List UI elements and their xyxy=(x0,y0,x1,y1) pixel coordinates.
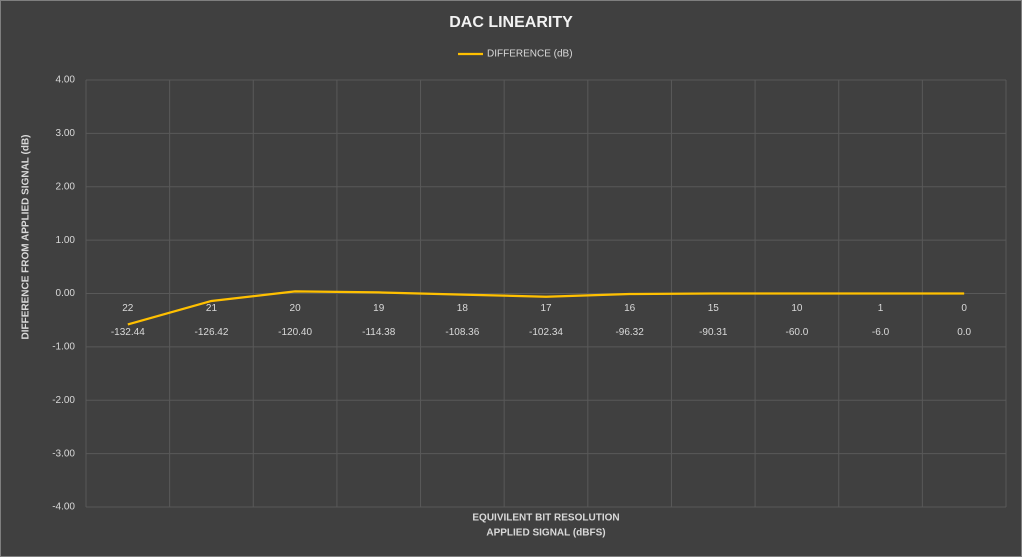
x-axis-title: EQUIVILENT BIT RESOLUTION xyxy=(472,513,619,524)
x-tick-label: 10 xyxy=(791,303,803,314)
x-sub-tick-label: -102.34 xyxy=(529,327,563,338)
x-tick-label: 21 xyxy=(206,303,218,314)
x-sub-tick-label: -120.40 xyxy=(278,327,312,338)
x-sub-tick-label: -108.36 xyxy=(445,327,479,338)
y-tick-label: -4.00 xyxy=(52,502,75,513)
x-sub-tick-label: -96.32 xyxy=(615,327,644,338)
x-axis-title: APPLIED SIGNAL (dBFS) xyxy=(486,528,605,539)
data-line xyxy=(127,290,965,326)
x-tick-label: 18 xyxy=(457,303,469,314)
x-tick-label: 22 xyxy=(122,303,134,314)
x-tick-label: 17 xyxy=(540,303,552,314)
x-sub-tick-label: -90.31 xyxy=(699,327,728,338)
x-tick-label: 1 xyxy=(878,303,884,314)
legend-label: DIFFERENCE (dB) xyxy=(487,49,573,60)
y-tick-label: -3.00 xyxy=(52,448,75,459)
y-tick-label: -1.00 xyxy=(52,342,75,353)
x-sub-tick-label: -132.44 xyxy=(111,327,145,338)
x-sub-tick-label: -126.42 xyxy=(194,327,228,338)
x-tick-label: 20 xyxy=(290,303,302,314)
x-sub-tick-label: 0.0 xyxy=(957,327,971,338)
y-tick-label: -2.00 xyxy=(52,395,75,406)
x-sub-tick-label: -60.0 xyxy=(786,327,809,338)
y-tick-label: 0.00 xyxy=(56,288,76,299)
x-sub-tick-label: -6.0 xyxy=(872,327,890,338)
y-tick-label: 2.00 xyxy=(56,181,76,192)
y-tick-label: 1.00 xyxy=(56,235,76,246)
y-axis-title: DIFFERENCE FROM APPLIED SIGNAL (dB) xyxy=(21,135,32,340)
x-tick-label: 19 xyxy=(373,303,385,314)
x-tick-label: 15 xyxy=(708,303,720,314)
y-tick-label: 4.00 xyxy=(56,75,76,86)
y-tick-label: 3.00 xyxy=(56,128,76,139)
x-tick-label: 16 xyxy=(624,303,636,314)
chart-title: DAC LINEARITY xyxy=(449,14,573,31)
x-tick-label: 0 xyxy=(961,303,967,314)
x-sub-tick-label: -114.38 xyxy=(362,327,396,338)
